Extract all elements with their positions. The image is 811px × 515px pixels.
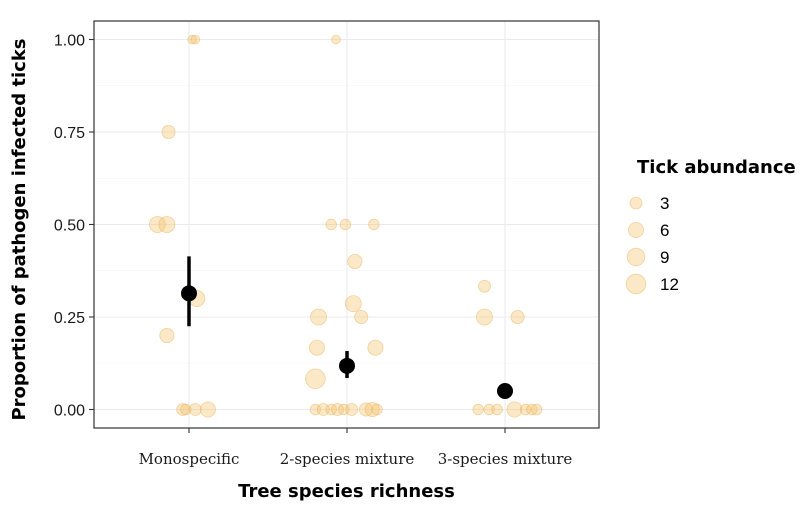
raw-point [476,308,493,326]
raw-point [358,402,373,417]
legend-title: Tick abundance [637,157,796,178]
raw-point [161,125,176,140]
raw-point [176,403,190,416]
mean-point [181,285,197,302]
raw-point [199,401,216,418]
y-axis-title: Proportion of pathogen infected ticks [9,38,30,420]
raw-point [354,309,369,324]
raw-point [331,34,341,45]
raw-point [339,218,352,231]
raw-point [190,34,201,45]
x-axis: Monospecific 2-species mixture 3-species m… [139,428,573,468]
raw-point [472,403,484,416]
legend-key [626,247,646,267]
raw-point [368,218,380,231]
raw-point [316,403,330,416]
raw-point [309,403,322,416]
mean-point [497,383,513,399]
raw-point [187,34,197,45]
raw-point [310,308,327,326]
legend-label: 6 [660,221,669,240]
raw-point [347,253,363,270]
legend-label: 12 [660,275,679,294]
raw-point [159,327,175,344]
raw-point [338,403,350,416]
y-tick-label: 1.00 [54,33,85,50]
x-tick-label: 2-species mixture [280,450,415,468]
raw-point [308,339,325,356]
raw-point [530,403,543,416]
y-axis: 0.00 0.25 0.50 0.75 1.00 [54,33,94,420]
raw-point [364,401,380,418]
legend-label: 9 [660,248,669,267]
raw-point [331,403,344,416]
raw-point [325,403,337,416]
grid [94,21,599,428]
raw-points [148,34,543,418]
raw-point [325,218,337,231]
y-tick-label: 0.75 [54,125,85,142]
y-tick-label: 0.00 [54,403,85,420]
estimates [181,256,513,399]
mean-point [339,357,355,374]
x-tick-label: Monospecific [139,450,240,468]
raw-point [188,403,202,416]
raw-point [491,403,503,416]
raw-point [148,216,166,233]
raw-point [158,216,176,233]
legend: Tick abundance 3 6 9 12 [625,157,796,295]
raw-point [506,401,523,418]
legend-key [628,222,644,238]
raw-point [345,403,359,416]
raw-point [305,368,326,390]
raw-point [180,403,192,416]
y-tick-label: 0.25 [54,310,85,327]
y-tick-label: 0.50 [54,218,85,235]
legend-key [625,273,647,295]
raw-point [519,403,532,416]
raw-point [526,403,538,416]
legend-key [629,196,643,210]
x-axis-title: Tree species richness [238,481,455,502]
raw-point [478,279,491,293]
raw-point [344,295,362,313]
raw-point [371,403,383,416]
legend-label: 3 [660,194,669,213]
raw-point [367,339,384,356]
x-tick-label: 3-species mixture [438,450,573,468]
raw-point [483,403,495,416]
raw-point [510,309,525,324]
